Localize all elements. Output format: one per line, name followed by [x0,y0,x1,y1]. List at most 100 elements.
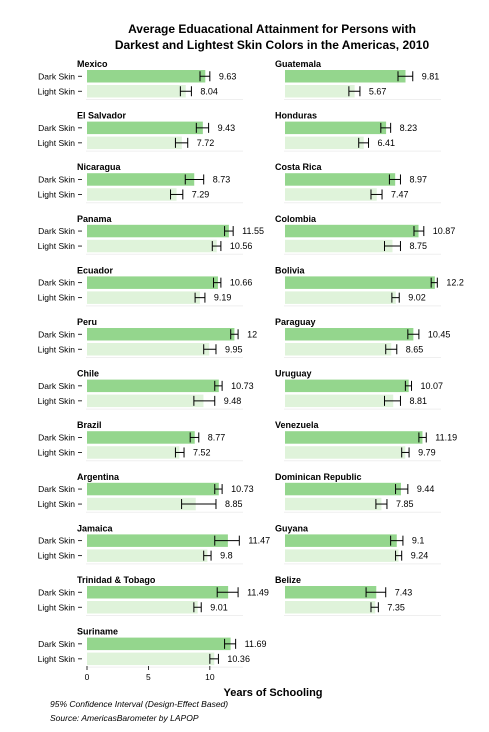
value-label-light-peru: 9.95 [225,344,243,354]
bar-dark-brazil [87,431,195,444]
panel-title-belize: Belize [275,575,301,585]
bar-dark-mexico [87,70,206,83]
panel-title-suriname: Suriname [77,627,118,637]
bar-light-dominican-republic [285,497,382,511]
bar-dark-ecuador [87,276,218,289]
category-label-dark-suriname: Dark Skin [38,639,75,649]
panel-title-venezuela: Venezuela [275,420,320,430]
bar-dark-argentina [87,482,219,496]
category-label-light-chile: Light Skin [38,396,76,406]
category-label-dark-nicaragua: Dark Skin [38,174,75,184]
bar-light-bolivia [285,291,396,304]
value-label-dark-uruguay: 10.07 [421,381,444,391]
bar-dark-belize [285,586,377,599]
category-label-dark-ecuador: Dark Skin [38,278,75,288]
value-label-light-venezuela: 9.79 [418,447,436,457]
bar-dark-costa-rica [285,173,396,186]
x-tick-label-5: 5 [146,672,151,682]
bar-light-colombia [285,239,393,253]
value-label-dark-guyana: 9.1 [412,536,425,546]
bar-dark-paraguay [285,328,414,341]
bar-light-paraguay [285,343,392,356]
bar-dark-guyana [285,534,397,547]
value-label-light-paraguay: 8.65 [406,344,424,354]
category-label-light-argentina: Light Skin [38,499,76,509]
bar-light-guatemala [285,85,355,98]
panel-title-trinidad-and-tobago: Trinidad & Tobago [77,575,156,585]
category-label-light-panama: Light Skin [38,241,76,251]
panel-title-guatemala: Guatemala [275,59,322,69]
bar-light-mexico [87,85,186,98]
panel-title-paraguay: Paraguay [275,317,316,327]
panel-title-dominican-republic: Dominican Republic [275,472,362,482]
value-label-light-mexico: 8.04 [200,86,218,96]
x-tick-label-0: 0 [85,672,90,682]
panel-title-mexico: Mexico [77,59,108,69]
value-label-light-argentina: 8.85 [225,499,243,509]
bar-light-venezuela [285,446,406,459]
value-label-dark-colombia: 10.87 [433,226,456,236]
value-label-light-suriname: 10.36 [227,654,250,664]
value-label-light-panama: 10.56 [230,241,253,251]
panel-title-peru: Peru [77,317,97,327]
category-label-light-brazil: Light Skin [38,447,76,457]
bar-dark-panama [87,224,229,238]
value-label-dark-trinidad-and-tobago: 11.49 [247,587,269,597]
bar-dark-honduras [285,121,387,135]
value-label-light-trinidad-and-tobago: 9.01 [210,602,228,612]
value-label-dark-el-salvador: 9.43 [218,123,236,133]
value-label-dark-honduras: 8.23 [400,123,418,133]
bar-dark-bolivia [285,276,435,289]
bar-light-brazil [87,446,180,459]
bar-light-guyana [285,549,399,562]
category-label-light-peru: Light Skin [38,344,76,354]
value-label-dark-bolivia: 12.2 [446,278,464,288]
bar-light-belize [285,601,376,614]
value-label-light-guyana: 9.24 [411,551,429,561]
category-label-dark-panama: Dark Skin [38,226,75,236]
panel-title-guyana: Guyana [275,523,309,533]
value-label-dark-jamaica: 11.47 [248,536,270,546]
value-label-light-brazil: 7.52 [193,447,211,457]
category-label-light-trinidad-and-tobago: Light Skin [38,602,76,612]
bar-dark-uruguay [285,379,409,393]
value-label-dark-costa-rica: 8.97 [409,174,427,184]
note-source: Source: AmericasBarometer by LAPOP [50,713,199,723]
bar-light-costa-rica [285,188,377,201]
bar-light-argentina [87,497,196,511]
category-label-light-el-salvador: Light Skin [38,138,76,148]
bar-light-el-salvador [87,136,182,150]
value-label-light-el-salvador: 7.72 [197,138,215,148]
bar-dark-nicaragua [87,173,195,186]
panel-title-honduras: Honduras [275,111,317,121]
category-label-light-nicaragua: Light Skin [38,189,76,199]
value-label-dark-nicaragua: 8.73 [213,174,231,184]
value-label-dark-guatemala: 9.81 [422,71,440,81]
value-label-dark-peru: 12 [247,329,257,339]
value-label-light-uruguay: 8.81 [409,396,427,406]
chart-title-line-2: Darkest and Lightest Skin Colors in the … [115,38,430,52]
value-label-dark-panama: 11.55 [242,226,264,236]
bar-dark-venezuela [285,431,423,444]
category-label-dark-chile: Dark Skin [38,381,75,391]
x-tick-label-10: 10 [205,672,215,682]
value-label-dark-belize: 7.43 [395,587,413,597]
bar-light-jamaica [87,549,208,562]
value-label-light-costa-rica: 7.47 [391,189,409,199]
category-label-light-suriname: Light Skin [38,654,76,664]
value-label-light-dominican-republic: 7.85 [396,499,414,509]
value-label-dark-mexico: 9.63 [219,71,237,81]
chart-title-line-1: Average Eduacational Attainment for Pers… [128,22,416,36]
panel-title-costa-rica: Costa Rica [275,162,323,172]
bar-dark-jamaica [87,534,228,547]
value-label-light-chile: 9.48 [224,396,242,406]
bar-dark-dominican-republic [285,482,401,496]
category-label-light-jamaica: Light Skin [38,551,76,561]
bar-light-panama [87,239,217,253]
category-label-dark-brazil: Dark Skin [38,432,75,442]
value-label-light-bolivia: 9.02 [408,293,426,303]
bar-light-chile [87,394,204,408]
category-label-dark-mexico: Dark Skin [38,71,75,81]
